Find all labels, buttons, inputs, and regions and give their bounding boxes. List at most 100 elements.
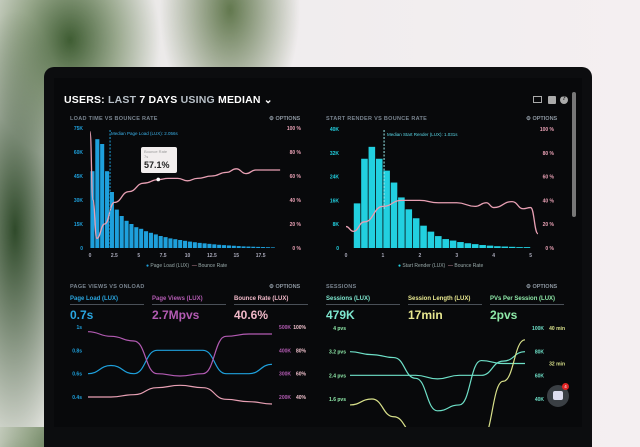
histogram-bar bbox=[256, 246, 261, 248]
axis-tick-label: 1s bbox=[76, 325, 82, 331]
chat-button[interactable] bbox=[547, 385, 569, 407]
legend-dot-icon: ● bbox=[398, 263, 402, 269]
histogram-bar bbox=[241, 246, 246, 248]
histogram-bar bbox=[124, 220, 129, 248]
histogram-bar bbox=[464, 243, 472, 248]
histogram-bar bbox=[501, 246, 509, 248]
y-tick-label: 60K bbox=[74, 150, 84, 156]
histogram-bar bbox=[420, 225, 427, 248]
kpi-label: Page Views (LUX) bbox=[152, 296, 226, 305]
legend-item[interactable]: Start Render (LUX) bbox=[402, 263, 446, 269]
histogram-bar bbox=[226, 245, 231, 248]
x-tick-label: 3 bbox=[455, 253, 458, 259]
axis-tick-label: 40K bbox=[535, 397, 545, 403]
options-button-pageviews[interactable]: ⚙ OPTIONS bbox=[269, 284, 301, 290]
axis-tick-label: 3.2 pvs bbox=[329, 350, 346, 356]
histogram-bar bbox=[236, 246, 241, 248]
histogram-bar bbox=[508, 246, 516, 248]
page-title[interactable]: USERS: LAST 7 DAYS USING MEDIAN ⌄ bbox=[64, 94, 273, 106]
bounce-rate-line bbox=[345, 199, 539, 235]
histogram-bar bbox=[246, 246, 251, 248]
axis-tick-label: 2.4 pvs bbox=[329, 373, 346, 379]
histogram-bar bbox=[375, 158, 383, 248]
histogram-bar bbox=[90, 171, 95, 248]
histogram-bar bbox=[261, 247, 266, 248]
histogram-bar bbox=[148, 232, 153, 248]
histogram-bar bbox=[144, 231, 149, 248]
chart-icon[interactable] bbox=[548, 96, 556, 104]
histogram-bar bbox=[449, 240, 457, 248]
histogram-bar bbox=[457, 242, 464, 248]
axis-tick-label: 200K bbox=[279, 395, 291, 401]
histogram-bar bbox=[412, 218, 420, 248]
options-button-sessions[interactable]: ⚙ OPTIONS bbox=[526, 284, 558, 290]
options-button-render[interactable]: ⚙ OPTIONS bbox=[526, 116, 558, 122]
histogram-bar bbox=[158, 236, 163, 248]
histogram-bar bbox=[427, 231, 435, 248]
title-last: LAST bbox=[108, 94, 137, 106]
histogram-bar bbox=[270, 247, 275, 248]
y-tick-label: 0 bbox=[80, 246, 83, 252]
y2-tick-label: 40 % bbox=[290, 198, 302, 204]
kpi-value: 40.6% bbox=[234, 308, 269, 322]
series-line bbox=[88, 384, 273, 405]
histogram-bar bbox=[486, 245, 494, 248]
axis-tick-label: 60K bbox=[535, 373, 545, 379]
axis-tick-label: 80% bbox=[296, 348, 307, 354]
panel-title-render: START RENDER VS BOUNCE RATE bbox=[326, 116, 428, 122]
kpi-label: Page Load (LUX) bbox=[70, 296, 144, 305]
legend-load: ● Page Load (LUX) — Bounce Rate bbox=[146, 263, 227, 269]
kpi-label: Session Length (LUX) bbox=[408, 296, 482, 305]
y-tick-label: 40K bbox=[330, 127, 340, 133]
histogram-bar bbox=[265, 247, 270, 248]
y-tick-label: 30K bbox=[74, 198, 84, 204]
histogram-bar bbox=[442, 239, 449, 248]
options-button-load[interactable]: ⚙ OPTIONS bbox=[269, 116, 301, 122]
histogram-bar bbox=[129, 224, 134, 248]
histogram-bar bbox=[471, 244, 479, 248]
histogram-bar bbox=[109, 192, 114, 248]
histogram-bar bbox=[187, 241, 192, 248]
series-line bbox=[350, 351, 526, 380]
legend-item[interactable]: Bounce Rate bbox=[198, 263, 228, 269]
histogram-bar bbox=[134, 227, 139, 248]
x-tick-label: 4 bbox=[492, 253, 495, 259]
legend-item[interactable]: Page Load (LUX) bbox=[150, 263, 190, 269]
scrollbar[interactable] bbox=[572, 92, 576, 217]
chevron-down-icon[interactable]: ⌄ bbox=[263, 94, 273, 106]
x-tick-label: 12.5 bbox=[207, 253, 217, 259]
title-median: MEDIAN bbox=[218, 94, 261, 106]
histogram-bar bbox=[202, 243, 207, 248]
y2-tick-label: 60 % bbox=[290, 174, 302, 180]
axis-tick-label: 32 min bbox=[549, 362, 565, 368]
histogram-bar bbox=[516, 247, 523, 248]
histogram-bar bbox=[192, 242, 197, 248]
histogram-bar bbox=[95, 139, 100, 248]
histogram-bar bbox=[390, 182, 398, 248]
y-tick-label: 16K bbox=[330, 198, 340, 204]
axis-tick-label: 4 pvs bbox=[333, 326, 346, 332]
notification-badge: 4 bbox=[562, 383, 569, 390]
series-line bbox=[87, 349, 273, 375]
histogram-bar bbox=[231, 245, 236, 248]
histogram-bar bbox=[353, 203, 361, 248]
x-tick-label: 5 bbox=[137, 253, 140, 259]
axis-tick-label: 100K bbox=[532, 326, 544, 332]
series-line bbox=[87, 331, 272, 377]
legend-item[interactable]: Bounce Rate bbox=[454, 263, 484, 269]
histogram-bar bbox=[398, 197, 405, 248]
legend-dot-icon: ● bbox=[146, 263, 150, 269]
x-tick-label: 17.5 bbox=[256, 253, 266, 259]
tooltip-value: 57.1% bbox=[144, 160, 170, 170]
monitor-icon[interactable] bbox=[533, 96, 542, 103]
y-tick-label: 75K bbox=[74, 126, 84, 132]
x-tick-label: 10 bbox=[185, 253, 191, 259]
y-tick-label: 45K bbox=[74, 174, 84, 180]
axis-tick-label: 300K bbox=[279, 372, 291, 378]
y2-tick-label: 100 % bbox=[287, 126, 302, 132]
series-line bbox=[349, 351, 525, 412]
axis-tick-label: 80K bbox=[535, 350, 545, 356]
help-icon[interactable]: ? bbox=[560, 96, 568, 104]
y-tick-label: 8K bbox=[333, 222, 340, 228]
